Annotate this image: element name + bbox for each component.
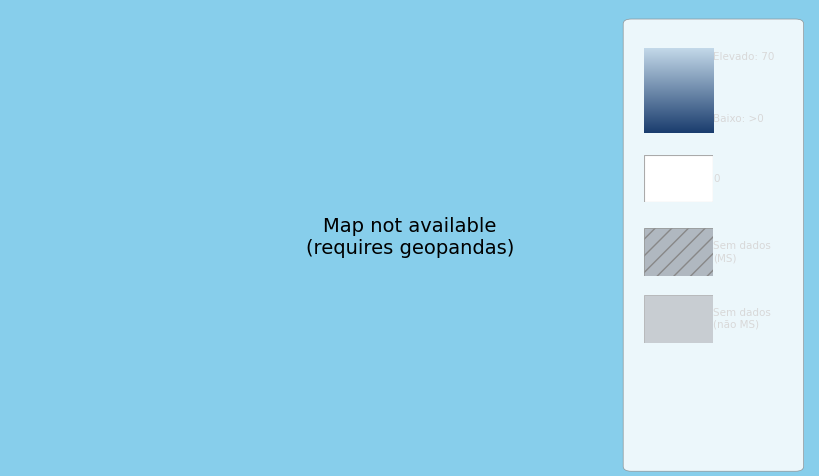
Text: Sem dados
(MS): Sem dados (MS) [713,241,771,263]
Text: Baixo: >0: Baixo: >0 [713,114,763,124]
Text: Map not available
(requires geopandas): Map not available (requires geopandas) [305,218,514,258]
Text: Elevado: 70: Elevado: 70 [713,52,774,62]
Text: Sem dados
(não MS): Sem dados (não MS) [713,308,771,330]
Text: 0: 0 [713,173,719,184]
FancyBboxPatch shape [622,19,803,471]
